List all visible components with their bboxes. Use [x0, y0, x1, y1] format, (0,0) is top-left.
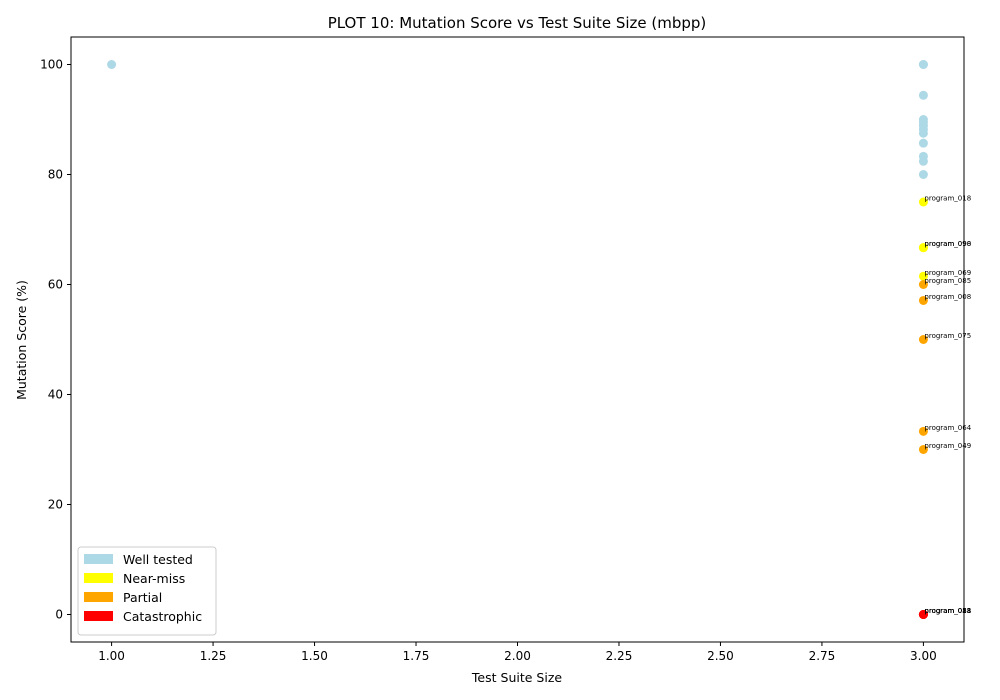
point-label: program_090	[924, 240, 971, 248]
y-axis-label: Mutation Score (%)	[14, 280, 29, 400]
y-tick-label: 0	[55, 608, 63, 622]
point-label: program_011	[924, 607, 971, 615]
data-point	[918, 280, 928, 289]
data-point	[918, 90, 928, 100]
data-point	[918, 271, 928, 281]
y-tick-label: 40	[48, 388, 63, 402]
data-point	[918, 156, 928, 166]
data-point	[918, 335, 928, 344]
data-point	[918, 295, 928, 305]
point-label: program_088	[924, 607, 971, 615]
x-tick-label: 1.00	[98, 649, 125, 663]
y-tick-label: 60	[48, 278, 63, 292]
data-point	[107, 60, 117, 69]
data-point	[918, 445, 928, 454]
legend-label: Partial	[123, 590, 162, 605]
point-annotations: program_018 program_090program_098program…	[924, 195, 971, 616]
x-tick-label: 1.25	[200, 649, 227, 663]
x-axis-label: Test Suite Size	[471, 670, 562, 685]
point-label: program_098	[924, 240, 971, 248]
data-point	[918, 128, 928, 138]
x-tick-label: 1.75	[403, 649, 430, 663]
legend-swatch	[84, 592, 113, 602]
x-tick-label: 3.00	[910, 649, 937, 663]
point-label: program_085	[924, 277, 971, 285]
point-label: program_008	[924, 293, 971, 301]
point-label: program_064	[924, 424, 971, 432]
point-label: program_058	[924, 607, 971, 615]
y-tick-label: 80	[48, 168, 63, 182]
y-tick-label: 100	[40, 58, 63, 72]
point-label: program_049	[924, 442, 971, 450]
data-point	[918, 138, 928, 148]
legend-swatch	[84, 573, 113, 583]
legend-label: Well tested	[123, 552, 193, 567]
data-point	[918, 243, 928, 253]
data-point	[918, 610, 928, 619]
x-tick-label: 1.50	[301, 649, 328, 663]
axis-ticks: 1.00 1.25 1.50 1.75 2.00 2.25 2.50 2.75 3.00 0 20 4…	[40, 58, 937, 664]
data-points	[107, 60, 928, 619]
x-tick-label: 2.50	[707, 649, 734, 663]
x-tick-label: 2.75	[809, 649, 836, 663]
x-tick-label: 2.00	[504, 649, 531, 663]
legend-label: Near-miss	[123, 571, 185, 586]
legend-swatch	[84, 554, 113, 564]
y-tick-label: 20	[48, 498, 63, 512]
legend-swatch	[84, 611, 113, 621]
data-point	[918, 426, 928, 436]
legend: Well tested Near-miss Partial Catastrophic	[77, 546, 217, 636]
chart-title: PLOT 10: Mutation Score vs Test Suite Si…	[328, 14, 707, 32]
data-point	[918, 60, 928, 69]
point-label: program_069	[924, 269, 971, 277]
x-tick-label: 2.25	[606, 649, 633, 663]
point-label: program_033	[924, 607, 971, 615]
data-point	[918, 197, 928, 207]
point-label: program_018	[924, 195, 971, 203]
point-label: program_075	[924, 332, 971, 340]
data-point	[918, 170, 928, 179]
legend-label: Catastrophic	[123, 609, 202, 624]
